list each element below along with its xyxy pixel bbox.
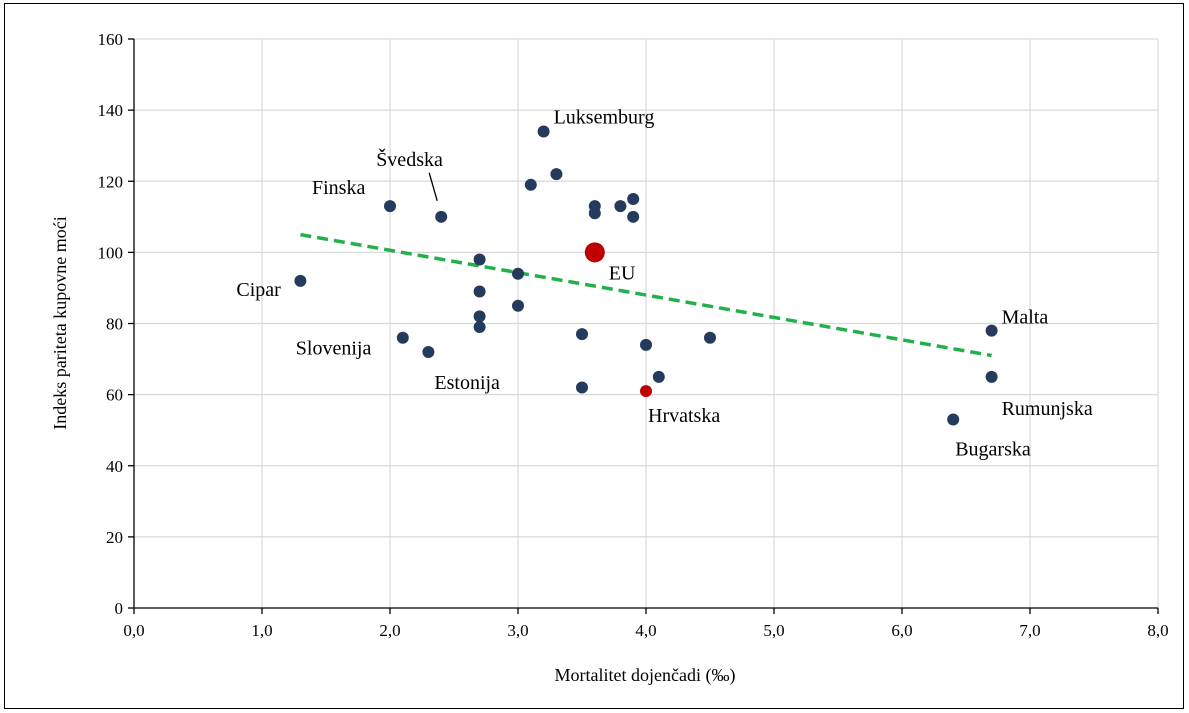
data-point [627,193,640,206]
y-tick-label: 20 [106,528,123,547]
data-point [550,168,563,181]
data-point [473,310,486,323]
label-rumunjska: Rumunjska [1002,398,1093,420]
label-cipar: Cipar [236,279,281,301]
data-point [512,267,524,280]
data-point [576,328,588,341]
point-rumunjska [985,370,998,383]
point-slovenija [396,331,409,344]
label-hrvatska: Hrvatska [648,405,720,427]
x-axis-title: Mortalitet dojenčadi (‰) [555,665,736,686]
data-point [652,370,665,383]
point-finska [384,200,396,213]
point-labels: Cipar Finska Švedska Slovenija Estonija Lukse… [236,106,1092,460]
y-tick-label: 100 [98,243,124,262]
data-point [512,299,524,312]
trendline [300,232,992,358]
label-finska: Finska [312,177,365,199]
label-malta: Malta [1002,307,1049,329]
point-eu [584,242,605,263]
data-point [640,338,652,351]
y-tick-label: 60 [106,386,123,405]
x-tick-label: 4,0 [635,621,656,640]
data-point [627,210,640,223]
x-tick-label: 7,0 [1019,621,1040,640]
y-tick-label: 40 [106,457,123,476]
y-tick-label: 120 [98,172,124,191]
label-eu: EU [609,262,636,284]
y-tick-label: 140 [98,101,124,120]
point-hrvatska [640,385,652,398]
y-tick-label: 0 [115,599,124,618]
data-point [473,321,486,334]
data-point [704,331,716,344]
x-tick-label: 0,0 [123,621,144,640]
leader-line [428,172,438,201]
y-tick-label: 160 [98,30,124,49]
point-luksemburg [537,125,550,138]
data-point [614,200,627,213]
point-cipar [294,274,307,287]
point-estonija [422,345,435,358]
point-malta [985,324,998,337]
data-point [576,381,588,394]
label-estonija: Estonija [434,372,500,394]
x-tick-label: 8,0 [1147,621,1168,640]
y-tick-label: 80 [106,315,123,334]
x-tick-label: 1,0 [251,621,272,640]
x-tick-label: 2,0 [379,621,400,640]
trendline-group [300,232,992,358]
data-point [473,285,486,298]
label-bugarska: Bugarska [955,439,1031,461]
label-švedska: Švedska [376,147,443,171]
label-luksemburg: Luksemburg [554,106,655,128]
point-bugarska [947,413,960,426]
label-slovenija: Slovenija [296,338,372,360]
data-point [524,178,537,191]
data-point [473,253,486,266]
x-tick-label: 3,0 [507,621,528,640]
data-points [294,125,998,426]
data-point [588,207,601,220]
axes: 0,0 1,0 2,0 3,0 4,0 5,0 6,0 7,0 8,0 0 20 40 60 80 100 1… [98,30,1169,640]
y-axis-title: Indeks pariteta kupovne moći [50,216,70,429]
grid-lines [134,38,1159,608]
point-švedska [435,210,448,223]
x-tick-label: 5,0 [763,621,784,640]
x-tick-label: 6,0 [891,621,912,640]
